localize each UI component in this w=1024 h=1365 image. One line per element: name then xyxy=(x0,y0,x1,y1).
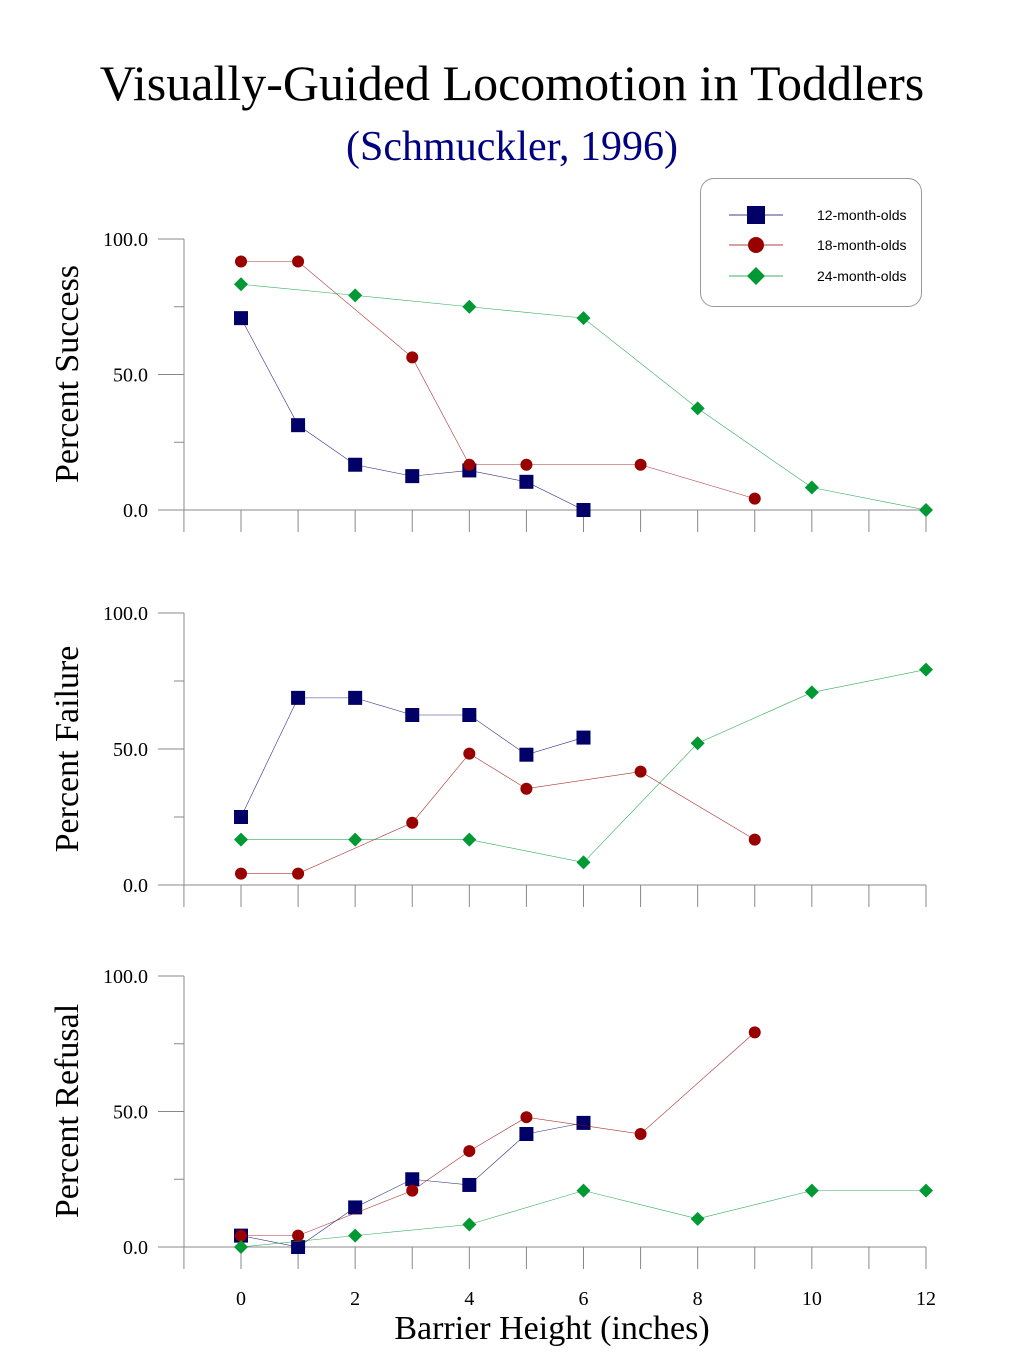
y-axis-label-success: Percent Success xyxy=(49,264,86,484)
data-point-circle xyxy=(406,1184,419,1197)
data-point-square xyxy=(576,730,591,745)
data-point-diamond xyxy=(919,1183,933,1198)
diamond-marker-icon xyxy=(729,267,783,285)
data-point-diamond xyxy=(348,1228,363,1243)
data-point-circle xyxy=(292,867,305,880)
data-point-circle xyxy=(520,1111,533,1124)
data-point-circle xyxy=(463,1145,476,1158)
data-point-circle xyxy=(406,816,419,829)
data-point-diamond xyxy=(576,855,591,870)
data-point-circle xyxy=(463,458,476,471)
legend-label: 12-month-olds xyxy=(817,207,907,223)
data-point-diamond xyxy=(804,480,819,495)
data-point-square xyxy=(291,418,306,433)
data-point-circle xyxy=(748,492,761,505)
data-point-diamond xyxy=(234,832,248,847)
x-tick-label: 6 xyxy=(579,1288,589,1310)
data-point-diamond xyxy=(348,288,363,303)
data-point-diamond xyxy=(462,1217,477,1232)
data-point-square xyxy=(348,1200,363,1215)
legend-item-18-month: 18-month-olds xyxy=(721,233,911,257)
y-tick-label: 0.0 xyxy=(123,500,148,522)
series-line xyxy=(240,1190,926,1248)
data-point-square xyxy=(405,1172,420,1187)
x-tick-label: 2 xyxy=(350,1288,360,1310)
data-point-square xyxy=(462,708,477,722)
data-point-diamond xyxy=(234,1240,248,1254)
y-tick-label: 100.0 xyxy=(103,966,148,988)
data-point-square xyxy=(348,457,363,472)
x-tick-label: 0 xyxy=(236,1288,246,1310)
y-axis-label-failure: Percent Failure xyxy=(49,645,86,853)
data-point-square xyxy=(291,1240,306,1254)
data-point-diamond xyxy=(462,832,477,847)
legend-label: 24-month-olds xyxy=(817,268,907,284)
data-point-diamond xyxy=(462,299,477,314)
data-point-diamond xyxy=(576,311,591,326)
series-line xyxy=(241,753,755,874)
chart-subtitle: (Schmuckler, 1996) xyxy=(346,124,678,170)
data-point-diamond xyxy=(690,1211,705,1226)
data-point-circle xyxy=(634,458,647,471)
series-line xyxy=(241,669,927,863)
square-marker-icon xyxy=(729,206,783,224)
data-point-circle xyxy=(235,1229,247,1242)
data-point-square xyxy=(405,469,420,484)
data-point-square xyxy=(348,690,363,705)
x-tick-label: 4 xyxy=(464,1288,474,1310)
chart-title: Visually-Guided Locomotion in Toddlers xyxy=(99,55,925,111)
y-tick-label: 50.0 xyxy=(113,739,148,761)
data-point-diamond xyxy=(919,503,933,517)
data-point-circle xyxy=(235,867,247,880)
data-point-diamond xyxy=(690,401,705,416)
data-point-square xyxy=(519,1126,534,1141)
y-tick-label: 50.0 xyxy=(113,1102,148,1124)
data-point-diamond xyxy=(348,832,363,847)
x-axis-label: Barrier Height (inches) xyxy=(394,1310,710,1347)
legend-label: 18-month-olds xyxy=(817,237,907,253)
y-tick-label: 50.0 xyxy=(113,365,148,387)
data-point-diamond xyxy=(919,662,933,677)
data-point-square xyxy=(405,708,420,722)
x-tick-label: 10 xyxy=(802,1288,822,1310)
data-point-circle xyxy=(634,1127,647,1140)
data-point-circle xyxy=(406,351,419,364)
x-tick-label: 8 xyxy=(693,1288,703,1310)
data-point-circle xyxy=(748,833,761,846)
data-point-diamond xyxy=(804,1183,819,1198)
x-tick-label: 12 xyxy=(916,1288,936,1310)
y-tick-label: 100.0 xyxy=(103,603,148,625)
y-tick-label: 100.0 xyxy=(103,229,148,251)
y-tick-label: 0.0 xyxy=(123,1237,148,1259)
data-point-square xyxy=(576,1115,591,1130)
data-point-circle xyxy=(520,458,533,471)
legend-item-24-month: 24-month-olds xyxy=(721,264,911,288)
data-point-square xyxy=(234,311,248,326)
data-point-circle xyxy=(463,747,476,760)
data-point-circle xyxy=(520,782,533,795)
legend-item-12-month: 12-month-olds xyxy=(721,203,911,227)
data-point-square xyxy=(576,503,591,517)
legend: 12-month-olds 18-month-olds 24-month-old… xyxy=(700,178,922,307)
data-point-circle xyxy=(748,1026,761,1039)
y-tick-label: 0.0 xyxy=(123,875,148,897)
y-axis-label-refusal: Percent Refusal xyxy=(49,1003,86,1219)
data-point-circle xyxy=(634,765,647,778)
data-point-diamond xyxy=(576,1183,591,1198)
data-point-square xyxy=(462,1177,477,1192)
data-point-square xyxy=(519,474,534,489)
series-line xyxy=(241,261,755,499)
data-point-circle xyxy=(292,255,305,268)
data-point-diamond xyxy=(234,277,248,292)
data-point-circle xyxy=(235,255,247,268)
data-point-square xyxy=(234,810,248,824)
series-line xyxy=(241,1032,755,1236)
circle-marker-icon xyxy=(729,237,783,253)
data-point-diamond xyxy=(804,685,819,700)
data-point-square xyxy=(519,747,534,762)
data-point-square xyxy=(291,690,306,705)
data-point-diamond xyxy=(690,736,705,751)
data-point-circle xyxy=(292,1229,305,1242)
